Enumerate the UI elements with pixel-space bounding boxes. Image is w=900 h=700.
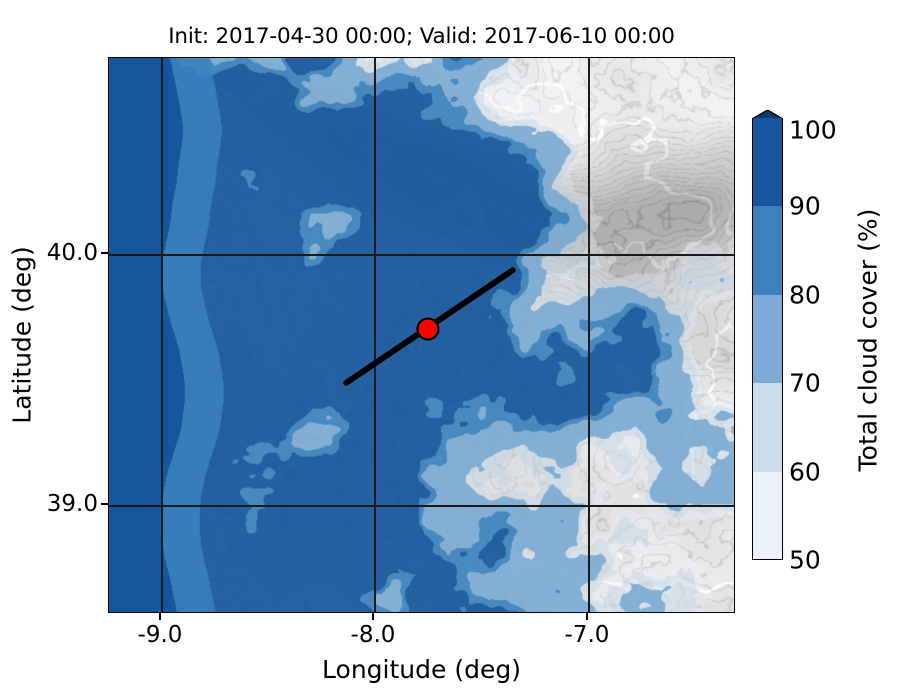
map-plot-area[interactable] — [108, 57, 735, 613]
xtick-mark-1 — [372, 613, 374, 620]
xtick-label--8.0: -8.0 — [350, 622, 396, 648]
colorbar-tick-100: 100 — [789, 115, 837, 145]
ytick-label-40.0: 40.0 — [46, 240, 98, 266]
xtick-label--7.0: -7.0 — [564, 622, 610, 648]
gridline-lon--9.0 — [161, 58, 163, 612]
colorbar-tick-50: 50 — [789, 545, 821, 575]
plot-title: Init: 2017-04-30 00:00; Valid: 2017-06-1… — [168, 24, 675, 49]
xtick-label--9.0: -9.0 — [137, 622, 183, 648]
ytick-label-39.0: 39.0 — [46, 491, 98, 517]
colorbar-band-90-100 — [752, 118, 783, 207]
colorbar-tick-90: 90 — [789, 191, 821, 221]
colorbar[interactable] — [752, 118, 783, 560]
colorbar-label: Total cloud cover (%) — [853, 208, 883, 472]
y-axis-label: Latitude (deg) — [7, 246, 37, 424]
location-marker[interactable] — [416, 317, 440, 341]
colorbar-extend-arrow — [752, 110, 783, 119]
colorbar-tick-80: 80 — [789, 280, 821, 310]
colorbar-tick-60: 60 — [789, 457, 821, 487]
colorbar-tick-70: 70 — [789, 368, 821, 398]
ytick-mark-1 — [101, 503, 108, 505]
gridline-lat-40.0 — [109, 254, 734, 256]
gridline-lon--7.0 — [588, 58, 590, 612]
gridline-lat-39.0 — [109, 505, 734, 507]
x-axis-label: Longitude (deg) — [322, 655, 521, 684]
colorbar-band-50-60 — [752, 471, 783, 560]
track-overlay — [343, 267, 516, 386]
gridline-lon--8.0 — [374, 58, 376, 612]
xtick-mark-2 — [586, 613, 588, 620]
xtick-mark-0 — [159, 613, 161, 620]
colorbar-band-70-80 — [752, 294, 783, 384]
ytick-mark-0 — [101, 252, 108, 254]
colorbar-band-60-70 — [752, 383, 783, 472]
colorbar-band-80-90 — [752, 206, 783, 295]
